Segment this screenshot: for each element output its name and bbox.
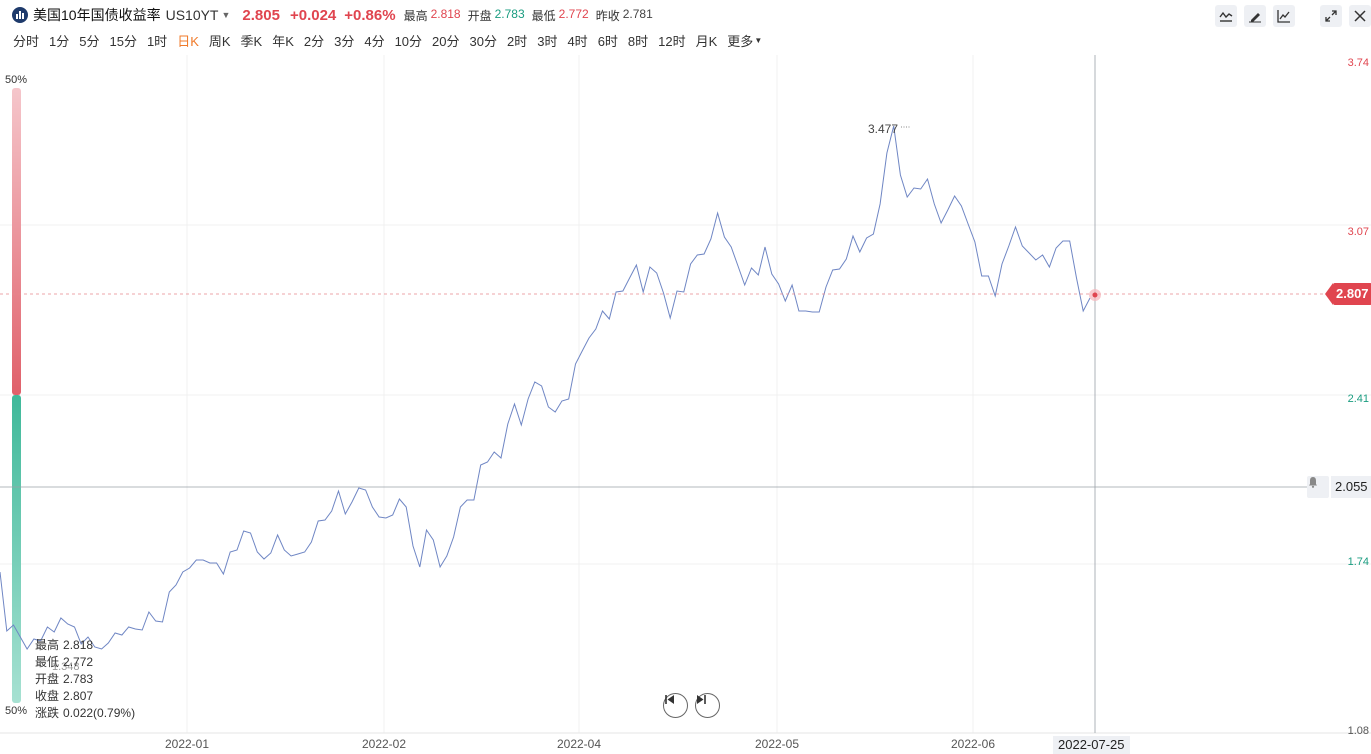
ohlc-row: 最低 2.772 <box>35 654 135 671</box>
period-tab[interactable]: 日K <box>177 33 199 49</box>
crosshair-date-tag: 2022-07-25 <box>1053 736 1130 754</box>
quote-value: 2.783 <box>494 6 525 21</box>
quote-label: 开盘 <box>467 8 492 23</box>
ohlc-label: 最高 <box>35 638 60 652</box>
quote-header: 美国10年国债收益率 US10YT ▼ 2.805 +0.024 +0.86% … <box>0 0 1371 30</box>
period-tab[interactable]: 年K <box>272 33 294 49</box>
skip-back-button[interactable] <box>663 693 688 718</box>
y-tick-label: 1.08 <box>1347 725 1369 737</box>
period-tab[interactable]: 5分 <box>79 33 100 49</box>
ohlc-value: 2.772 <box>63 655 94 669</box>
period-tab[interactable]: 更多 <box>727 33 754 49</box>
price-change-pct: +0.86% <box>344 6 396 24</box>
close-icon <box>1354 10 1366 22</box>
quote-value: 2.772 <box>558 6 589 21</box>
volume-pct-top: 50% <box>5 74 28 86</box>
ohlc-value: 2.807 <box>63 689 94 703</box>
chevron-down-icon[interactable]: ▼ <box>221 10 231 20</box>
skip-forward-icon <box>697 695 706 704</box>
skip-back-icon <box>665 695 674 704</box>
period-tab[interactable]: 周K <box>208 33 231 49</box>
quote-label: 昨收 <box>595 8 620 23</box>
ohlc-label: 涨跌 <box>35 706 60 720</box>
period-tab[interactable]: 12时 <box>658 33 686 49</box>
period-tab[interactable]: 4时 <box>567 33 588 49</box>
chevron-down-icon[interactable]: ▼ <box>754 35 763 45</box>
ohlc-row: 最高 2.818 <box>35 637 135 654</box>
period-tab[interactable]: 15分 <box>109 33 137 49</box>
period-tabs: 分时 1分 5分 15分 1时 日K 周K 季K 年K 2分 3分 4分 10分 20分 30分 2时 3时 4时… <box>0 30 772 50</box>
alert-button[interactable] <box>1307 476 1329 498</box>
period-tab[interactable]: 20分 <box>432 33 460 49</box>
period-tab[interactable]: 2分 <box>303 33 325 49</box>
period-tab[interactable]: 2时 <box>506 33 528 49</box>
toolbar <box>1208 5 1371 27</box>
x-tick-label: 2022-05 <box>754 737 800 751</box>
period-tab[interactable]: 3时 <box>537 33 558 49</box>
x-tick-label: 2022-04 <box>556 737 602 751</box>
period-tab[interactable]: 8时 <box>627 33 649 49</box>
ohlc-info-panel: 最高 2.818 最低 2.772 开盘 2.783 收盘 2.807 涨跌 0.022(0.79… <box>35 637 135 722</box>
quote-label: 最高 <box>403 8 428 23</box>
quote-value: 2.818 <box>430 6 461 21</box>
quote-stats: 最高 2.818 开盘 2.783 最低 2.772 昨收 2.781 <box>404 7 660 24</box>
volume-pct-bottom: 50% <box>5 705 28 717</box>
close-button[interactable] <box>1349 5 1371 27</box>
fullscreen-button[interactable] <box>1320 5 1342 27</box>
ohlc-label: 开盘 <box>35 672 60 686</box>
x-tick-label: 2022-06 <box>950 737 996 751</box>
period-tab[interactable]: 30分 <box>469 33 497 49</box>
indicator-button[interactable] <box>1215 5 1237 27</box>
ohlc-value: 0.022(0.79%) <box>63 706 136 720</box>
last-price-tag: 2.807 <box>1325 283 1371 305</box>
indicator-icon <box>1219 11 1233 22</box>
low-label: 1.348 <box>52 661 80 673</box>
y-tick-label: 3.07 <box>1347 226 1369 238</box>
ohlc-row: 涨跌 0.022(0.79%) <box>35 705 135 722</box>
period-tab[interactable]: 1时 <box>146 33 168 49</box>
crosshair-value-tag: 2.055 <box>1331 476 1371 498</box>
symbol-selector[interactable]: US10YT <box>165 7 219 23</box>
ohlc-label: 收盘 <box>35 689 60 703</box>
instrument-name: 美国10年国债收益率 <box>33 7 161 23</box>
draw-button[interactable] <box>1244 5 1266 27</box>
period-tab[interactable]: 3分 <box>334 33 355 49</box>
y-tick-label: 2.41 <box>1347 393 1369 405</box>
period-tab[interactable]: 10分 <box>394 33 423 49</box>
ohlc-label: 最低 <box>35 655 60 669</box>
ohlc-value: 2.818 <box>63 638 94 652</box>
last-price: 2.805 <box>242 6 280 24</box>
price-line <box>0 125 1091 650</box>
quote-label: 最低 <box>531 8 556 23</box>
bar-chart-logo-icon <box>12 7 28 23</box>
price-change: +0.024 <box>289 6 337 24</box>
period-tab[interactable]: 分时 <box>13 33 40 49</box>
sell-ratio-bar <box>12 395 21 703</box>
chart-type-button[interactable] <box>1273 5 1295 27</box>
skip-forward-button[interactable] <box>695 693 720 718</box>
plot-area[interactable] <box>0 55 1371 754</box>
quote-value: 2.781 <box>622 6 653 21</box>
peak-label: 3.477 <box>868 122 899 136</box>
y-tick-label: 1.74 <box>1347 556 1369 568</box>
x-tick-label: 2022-02 <box>361 737 407 751</box>
y-tick-label: 3.74 <box>1347 57 1369 69</box>
fullscreen-icon <box>1325 10 1337 22</box>
draw-icon <box>1249 13 1261 23</box>
last-point-dot <box>1092 292 1098 298</box>
period-tab[interactable]: 6时 <box>597 33 618 49</box>
period-tab[interactable]: 季K <box>240 33 263 49</box>
price-chart[interactable]: 50% 50% 3.74 3.07 2.41 1.74 1.08 3.477 1… <box>0 55 1371 754</box>
ohlc-value: 2.783 <box>63 672 94 686</box>
buy-ratio-bar <box>12 88 21 395</box>
ohlc-row: 开盘 2.783 <box>35 671 135 688</box>
period-tab[interactable]: 月K <box>695 33 718 49</box>
x-tick-label: 2022-01 <box>164 737 210 751</box>
period-tab[interactable]: 4分 <box>364 33 385 49</box>
ohlc-row: 收盘 2.807 <box>35 688 135 705</box>
bell-icon <box>1309 477 1317 488</box>
period-tab[interactable]: 1分 <box>49 33 70 49</box>
chart-type-icon <box>1277 10 1290 23</box>
